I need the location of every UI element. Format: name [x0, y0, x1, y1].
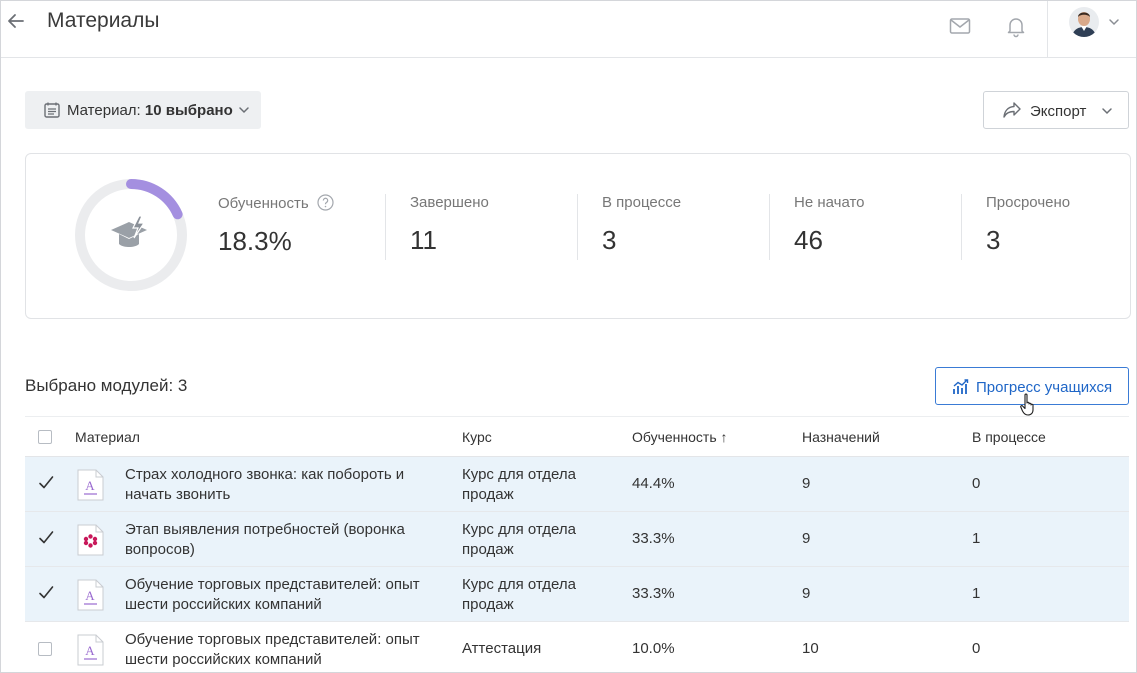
material-filter-dropdown[interactable]: Материал: 10 выбрано — [25, 91, 261, 129]
stat-divider — [385, 194, 386, 260]
table-row[interactable]: A Страх холодного звонка: как побороть и… — [25, 457, 1129, 512]
export-label: Экспорт — [1030, 103, 1087, 120]
table-header: Материал Курс Обученность ↑ Назначений В… — [25, 416, 1129, 457]
stat-value: 3 — [986, 225, 1001, 255]
in-progress-cell: 0 — [972, 475, 981, 492]
in-progress-cell: 1 — [972, 530, 981, 547]
material-name-link[interactable]: Этап выявления потребностей (воронка воп… — [125, 521, 405, 558]
bell-icon[interactable] — [1004, 14, 1028, 38]
table-row[interactable]: A Обучение торговых представителей: опыт… — [25, 567, 1129, 622]
stat-value: 18.3% — [218, 226, 292, 256]
column-header-assigned[interactable]: Назначений — [802, 429, 880, 445]
assigned-cell: 9 — [802, 475, 811, 492]
stat-label: Завершено — [410, 194, 489, 211]
chart-icon — [952, 378, 970, 401]
in-progress-cell: 0 — [972, 640, 981, 657]
table-row[interactable]: Этап выявления потребностей (воронка воп… — [25, 512, 1129, 567]
top-bar: Материалы — [1, 1, 1136, 58]
column-header-in-progress[interactable]: В процессе — [972, 429, 1046, 445]
table-row[interactable]: A Обучение торговых представителей: опыт… — [25, 622, 1129, 672]
row-checkbox[interactable] — [38, 585, 54, 599]
stat-value: 3 — [602, 225, 617, 255]
help-icon[interactable] — [317, 194, 334, 211]
stat-not-started: Не начато 46 — [794, 194, 865, 256]
assigned-cell: 9 — [802, 585, 811, 602]
progress-button-label: Прогресс учащихся — [976, 379, 1113, 396]
row-checkbox[interactable] — [38, 475, 54, 489]
progress-arc — [75, 179, 187, 291]
section-title: Выбрано модулей: 3 — [25, 376, 188, 395]
back-arrow-icon[interactable] — [5, 10, 27, 32]
material-name-link[interactable]: Страх холодного звонка: как побороть и н… — [125, 466, 405, 503]
material-name-link[interactable]: Обучение торговых представителей: опыт ш… — [125, 631, 420, 668]
row-checkbox[interactable] — [38, 530, 54, 544]
row-checkbox[interactable] — [38, 642, 52, 656]
chevron-down-icon — [1100, 104, 1114, 123]
stat-label: Не начато — [794, 194, 865, 211]
chevron-down-icon[interactable] — [1107, 15, 1121, 29]
assigned-cell: 9 — [802, 530, 811, 547]
course-cell: Аттестация — [462, 640, 542, 657]
stat-divider — [961, 194, 962, 260]
stat-completed: Завершено 11 — [410, 194, 489, 256]
stat-overdue: Просрочено 3 — [986, 194, 1070, 256]
column-header-training-label: Обученность — [632, 429, 717, 445]
stat-label: Просрочено — [986, 194, 1071, 211]
course-cell: Курс для отдела продаж — [462, 576, 576, 613]
stat-training: Обученность 18.3% — [218, 194, 334, 257]
material-name-link[interactable]: Обучение торговых представителей: опыт ш… — [125, 576, 420, 613]
stat-divider — [577, 194, 578, 260]
calendar-icon — [43, 101, 61, 124]
mail-icon[interactable] — [948, 14, 972, 38]
stat-in-progress: В процессе 3 — [602, 194, 681, 256]
document-icon: A — [77, 469, 104, 501]
training-cell: 33.3% — [632, 585, 675, 602]
document-icon: A — [77, 634, 104, 666]
materials-table: Материал Курс Обученность ↑ Назначений В… — [25, 416, 1129, 672]
training-cell: 44.4% — [632, 475, 675, 492]
share-arrow-icon — [1002, 101, 1022, 124]
page-title: Материалы — [47, 9, 160, 32]
stat-label: В процессе — [602, 194, 682, 211]
select-all-checkbox[interactable] — [38, 430, 52, 444]
column-header-material[interactable]: Материал — [75, 429, 140, 445]
document-icon: A — [77, 579, 104, 611]
training-cell: 10.0% — [632, 640, 675, 657]
training-cell: 33.3% — [632, 530, 675, 547]
filter-label: Материал: 10 выбрано — [67, 102, 233, 119]
progress-donut — [72, 176, 190, 294]
stat-value: 46 — [794, 225, 823, 255]
column-header-course[interactable]: Курс — [462, 429, 492, 445]
sort-arrow-icon: ↑ — [720, 429, 728, 445]
header-divider — [1047, 1, 1048, 57]
column-header-training[interactable]: Обученность ↑ — [632, 429, 728, 445]
svg-text:A: A — [85, 478, 95, 493]
stat-label-text: Обученность — [218, 195, 309, 212]
stat-label: Обученность — [218, 194, 334, 212]
flower-icon — [77, 524, 104, 556]
chevron-down-icon — [237, 103, 251, 122]
filter-label-text: Материал: — [67, 102, 141, 119]
course-cell: Курс для отдела продаж — [462, 466, 576, 503]
avatar[interactable] — [1069, 7, 1099, 37]
stats-card: Обученность 18.3% Завершено 11 В процесс… — [25, 153, 1131, 319]
filter-value: 10 выбрано — [144, 102, 233, 119]
export-button[interactable]: Экспорт — [983, 91, 1129, 129]
svg-text:A: A — [85, 588, 95, 603]
in-progress-cell: 1 — [972, 585, 981, 602]
stat-value: 11 — [410, 225, 437, 255]
graduation-cap-icon — [111, 215, 147, 247]
svg-text:A: A — [85, 643, 95, 658]
course-cell: Курс для отдела продаж — [462, 521, 576, 558]
stat-divider — [769, 194, 770, 260]
assigned-cell: 10 — [802, 640, 819, 657]
learners-progress-button[interactable]: Прогресс учащихся — [935, 367, 1129, 405]
